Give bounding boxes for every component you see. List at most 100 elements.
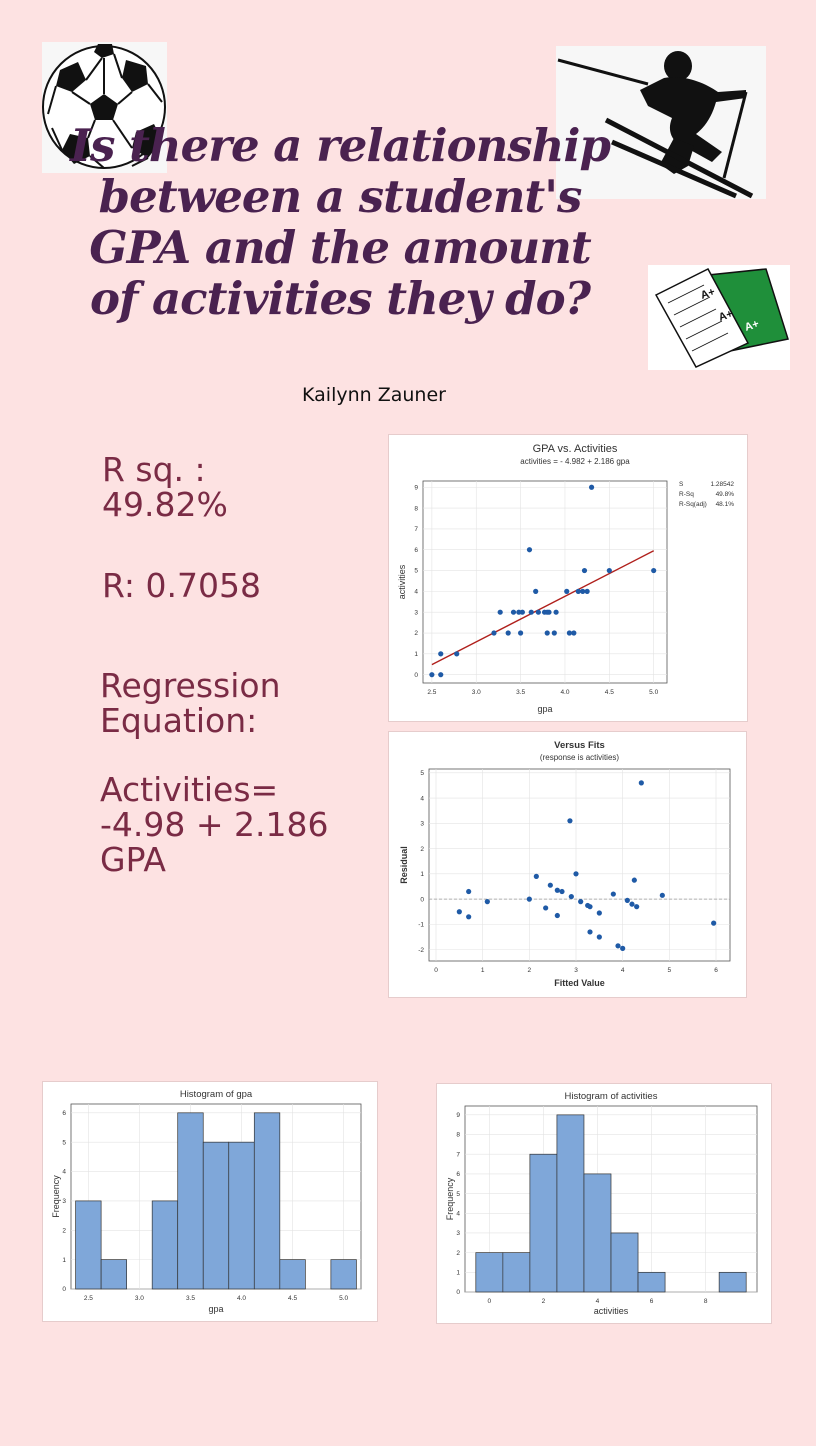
regression-line [431,550,655,666]
data-point [505,630,511,636]
plot-area [428,768,731,962]
histogram-activities-chart: Histogram of activities 0 1 2 3 4 5 6 7 8 9 0 2 4 6 8 ac… [445,1091,758,1316]
data-point [620,945,626,951]
data-point [533,588,539,594]
data-point [581,567,588,574]
y-tick-label: 6 [62,1110,66,1117]
x-axis-label: Fitted Value [554,978,605,988]
histogram-bar [502,1252,531,1293]
data-point [559,888,565,895]
y-tick-label: 2 [420,846,424,853]
histogram-activities-panel: Histogram of activities 0 1 2 3 4 5 6 7 8 9 0 2 4 6 8 ac… [436,1083,772,1324]
data-point [519,609,525,615]
x-tick-label: 5.0 [649,689,658,696]
data-point [580,588,586,594]
data-point [491,630,497,636]
residuals-versus-fits-panel: Versus Fits (response is activities) -2 -1 0… [388,731,747,998]
y-tick-label: 5 [414,568,418,575]
histogram-bar [228,1141,255,1290]
y-tick-label: 6 [414,547,418,554]
summary-stat-value: 48.1% [716,501,735,508]
chart-title: Histogram of activities [565,1091,658,1102]
x-tick-label: 6 [714,967,718,974]
data-point [497,609,503,615]
r-value-stat: R: 0.7058 [102,566,261,605]
histogram-bar [529,1153,558,1293]
soccer-ball-icon [42,44,166,169]
histogram-bar [279,1259,306,1290]
histogram-bar [177,1112,204,1290]
y-tick-label: -2 [418,947,424,954]
equation-line1: Activities= [100,770,279,809]
r-squared-value: 49.82% [102,485,228,524]
svg-text:A+: A+ [743,318,760,334]
data-point [564,588,570,594]
equation-line3: GPA [100,840,166,879]
data-point [615,943,621,949]
y-tick-label: 5 [456,1191,460,1198]
x-tick-label: 4.0 [237,1295,246,1302]
data-point [429,672,435,678]
y-tick-label: 8 [456,1132,460,1139]
data-point [711,920,717,926]
y-axis-label: activities [397,564,407,599]
y-tick-label: 0 [414,672,418,679]
regression-equation-block: Regression Equation: Activities= -4.98 +… [100,668,329,877]
soccer-ball-image [42,42,167,173]
y-tick-label: 8 [414,505,418,512]
y-tick-label: 0 [62,1286,66,1293]
histogram-bar [637,1271,666,1293]
x-tick-label: 4.0 [560,689,569,696]
x-axis-label: gpa [537,704,552,714]
y-tick-label: 3 [420,821,424,828]
y-axis-label: Frequency [445,1177,455,1220]
x-tick-label: 5 [668,967,672,974]
y-tick-label: 9 [456,1112,460,1119]
skier-icon [557,51,754,199]
data-point [624,897,630,903]
histogram-gpa-panel: Histogram of gpa 0 1 2 3 4 5 6 2.5 3.0 3.5 4.0 4.5 5.… [42,1081,378,1322]
summary-stat-value: 1.28542 [711,481,735,488]
data-point [533,873,539,879]
y-tick-label: 2 [414,630,418,637]
x-tick-label: 4 [621,967,625,974]
x-tick-label: 3.5 [186,1295,195,1302]
y-tick-label: 1 [62,1257,66,1264]
x-tick-label: 3.0 [472,689,481,696]
y-tick-label: 1 [456,1270,460,1277]
skier-image [556,46,766,199]
data-point [543,905,549,911]
y-axis-label: Residual [399,846,409,884]
scatter-gpa-vs-activities-chart: GPA vs. Activities activities = - 4.982 +… [397,443,735,714]
data-point [518,630,524,636]
chart-title: Histogram of gpa [180,1089,253,1100]
y-tick-label: 4 [420,795,424,802]
histogram-gpa-chart: Histogram of gpa 0 1 2 3 4 5 6 2.5 3.0 3.5 4.0 4.5 5.… [51,1089,362,1314]
data-point [553,609,559,615]
data-point [528,609,534,615]
y-tick-label: -1 [418,922,424,929]
data-point [571,630,577,636]
data-point [584,588,590,594]
x-tick-label: 4.5 [605,689,614,696]
histogram-bar [610,1232,639,1293]
chart-title: Versus Fits [554,740,605,751]
data-point [466,914,472,920]
data-point [456,909,462,915]
y-tick-label: 7 [456,1151,460,1158]
x-tick-label: 3.5 [516,689,525,696]
summary-stat-label: S [679,481,684,488]
data-point [629,901,635,907]
plot-area [422,480,668,684]
histogram-bar [583,1173,612,1293]
x-tick-label: 2 [542,1298,546,1305]
data-point [575,588,581,594]
histogram-bar [253,1112,281,1290]
summary-stat-value: 49.8% [716,491,735,498]
data-point [535,609,541,615]
y-tick-label: 0 [420,896,424,903]
data-point [606,567,612,574]
y-tick-label: 4 [62,1169,66,1176]
y-tick-label: 1 [414,651,418,658]
data-point [631,877,637,883]
